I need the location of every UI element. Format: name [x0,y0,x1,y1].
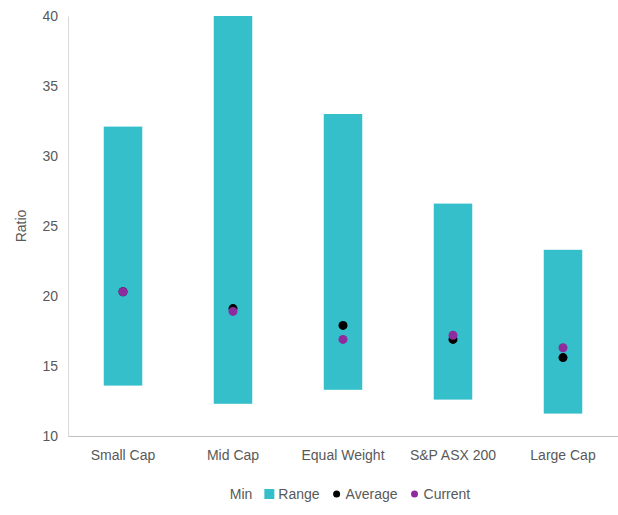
y-tick-label: 10 [42,428,58,444]
point [119,287,128,296]
y-tick-label: 35 [42,78,58,94]
plot-marks [104,16,583,436]
x-tick: Equal Weight [301,436,384,463]
y-tick-label: 20 [42,288,58,304]
x-tick: Large Cap [530,436,596,463]
bar [214,16,253,404]
y-tick: 20 [42,288,68,304]
legend-label: Average [346,486,398,502]
x-tick-label: Mid Cap [207,447,259,463]
bar [434,400,473,436]
bar [434,204,473,400]
y-tick: 40 [42,8,68,24]
bar [104,386,143,436]
legend-label: Current [424,486,471,502]
bar [544,250,583,414]
legend-item: Current [411,486,470,502]
y-tick: 35 [42,78,68,94]
y-axis-line [68,17,69,437]
legend-item: Range [264,486,319,502]
y-axis-title: Ratio [13,209,29,242]
chart: 10 15 20 25 30 35 40 Small Cap Mid Cap Equal Weig… [0,0,618,515]
bar [544,414,583,436]
point [559,353,568,362]
x-tick-label: S&P ASX 200 [410,447,496,463]
bar [324,114,363,390]
x-tick: Mid Cap [207,436,259,463]
y-tick: 25 [42,218,68,234]
x-tick-label: Equal Weight [301,447,384,463]
x-tick-label: Small Cap [91,447,156,463]
legend-swatch [411,491,418,498]
y-tick: 15 [42,358,68,374]
point [449,331,458,340]
y-tick-label: 30 [42,148,58,164]
x-axis: Small Cap Mid Cap Equal Weight S&P ASX 200 L… [69,436,618,463]
x-tick: Small Cap [91,436,156,463]
y-tick-label: 40 [42,8,58,24]
point [339,321,348,330]
x-tick: S&P ASX 200 [410,436,496,463]
x-tick-label: Large Cap [530,447,596,463]
legend-label: Range [278,486,319,502]
y-tick: 30 [42,148,68,164]
point [339,335,348,344]
x-axis-line [69,436,618,437]
y-tick-label: 25 [42,218,58,234]
bar [104,127,143,386]
y-tick-label: 15 [42,358,58,374]
point [229,307,238,316]
bar [214,404,253,436]
y-tick: 10 [42,428,68,444]
legend: Min Range Average Current [216,486,471,502]
legend-label: Min [230,486,253,502]
legend-swatch [264,489,274,499]
legend-swatch [216,489,226,499]
point [119,287,128,296]
legend-item: Min [216,486,253,502]
legend-item: Average [333,486,398,502]
legend-swatch [333,491,340,498]
y-axis: 10 15 20 25 30 35 40 [42,8,68,444]
point [559,343,568,352]
bar [324,390,363,436]
